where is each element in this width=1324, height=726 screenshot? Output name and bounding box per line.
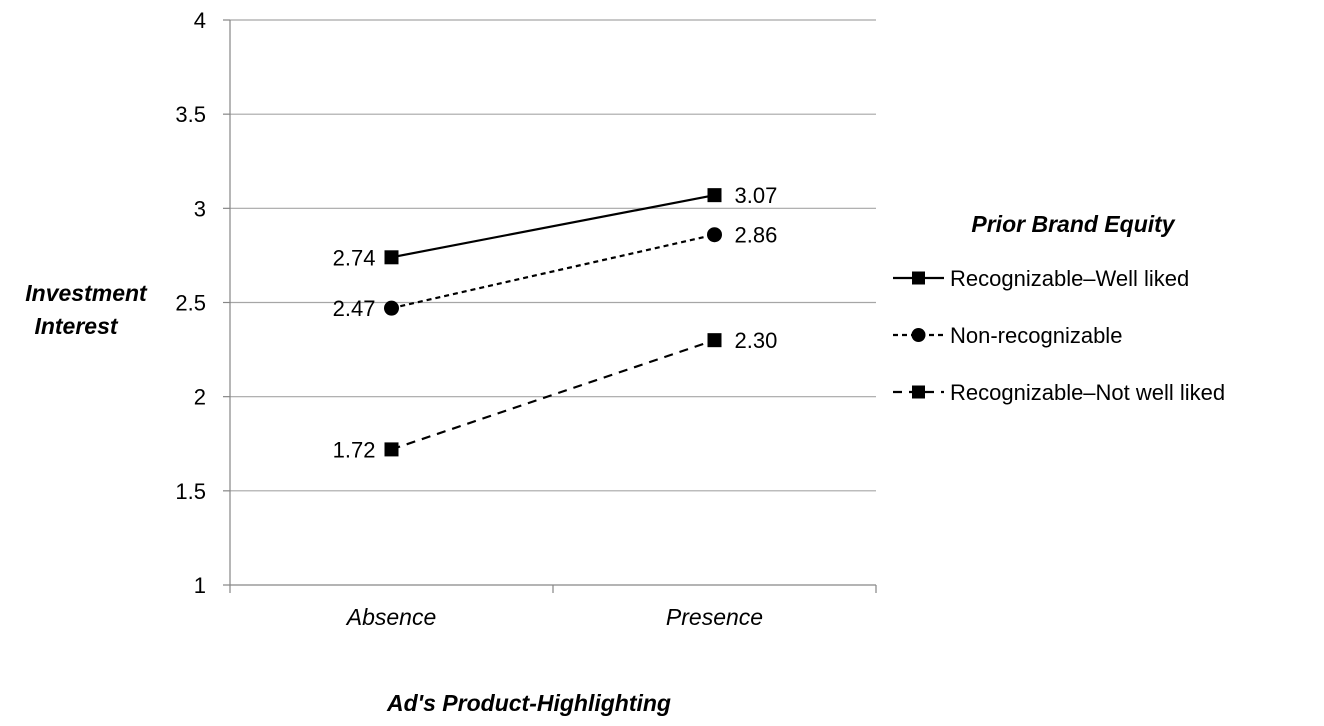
legend-label: Non-recognizable: [950, 323, 1122, 348]
data-label: 2.47: [333, 296, 376, 321]
y-axis-title-line-1: Investment: [25, 280, 148, 306]
markers: [384, 188, 722, 457]
x-axis-title: Ad's Product-Highlighting: [386, 690, 671, 716]
data-point: [384, 300, 399, 316]
y-tick-label: 4: [194, 8, 206, 33]
series-line: [391, 194, 715, 259]
series-line: [391, 233, 715, 310]
legend-title: Prior Brand Equity: [971, 211, 1175, 237]
legend-item: Recognizable–Well liked: [893, 266, 1189, 291]
y-tick-label: 2: [194, 385, 206, 410]
legend-item: Non-recognizable: [893, 323, 1122, 348]
legend-swatch-marker: [912, 271, 925, 285]
data-label: 2.30: [735, 328, 778, 353]
y-tick-label: 3.5: [175, 102, 206, 127]
data-point: [707, 188, 722, 203]
legend-swatch-marker: [912, 385, 925, 399]
x-tick-labels: Absence Presence: [229, 585, 877, 630]
data-point: [707, 227, 722, 243]
y-tick-labels: 1 1.5 2 2.5 3 3.5 4: [175, 8, 206, 598]
legend-items: Recognizable–Well liked Non-recognizable R…: [893, 266, 1225, 405]
data-point: [707, 333, 722, 348]
y-axis-title-line-2: Interest: [34, 313, 118, 339]
y-tick-label: 1.5: [175, 479, 206, 504]
data-label: 2.86: [735, 223, 778, 248]
data-point: [384, 250, 399, 265]
data-label: 3.07: [735, 183, 778, 208]
data-label: 1.72: [333, 437, 376, 462]
x-tick-label: Absence: [345, 604, 437, 630]
y-tick-label: 1: [194, 573, 206, 598]
series: [391, 194, 715, 451]
series-line: [391, 339, 715, 451]
legend-label: Recognizable–Not well liked: [950, 380, 1225, 405]
data-point: [384, 442, 399, 457]
y-tick-label: 2.5: [175, 291, 206, 316]
x-tick-label: Presence: [666, 604, 763, 630]
data-label: 2.74: [333, 245, 376, 270]
y-tick-label: 3: [194, 196, 206, 221]
legend: Prior Brand Equity Recognizable–Well lik…: [893, 211, 1225, 405]
data-labels: 2.74 3.07 2.47 2.86 1.72 2.30: [333, 183, 778, 462]
legend-item: Recognizable–Not well liked: [893, 380, 1225, 405]
legend-swatch-marker: [911, 328, 926, 342]
gridlines: [223, 19, 876, 586]
legend-label: Recognizable–Well liked: [950, 266, 1189, 291]
